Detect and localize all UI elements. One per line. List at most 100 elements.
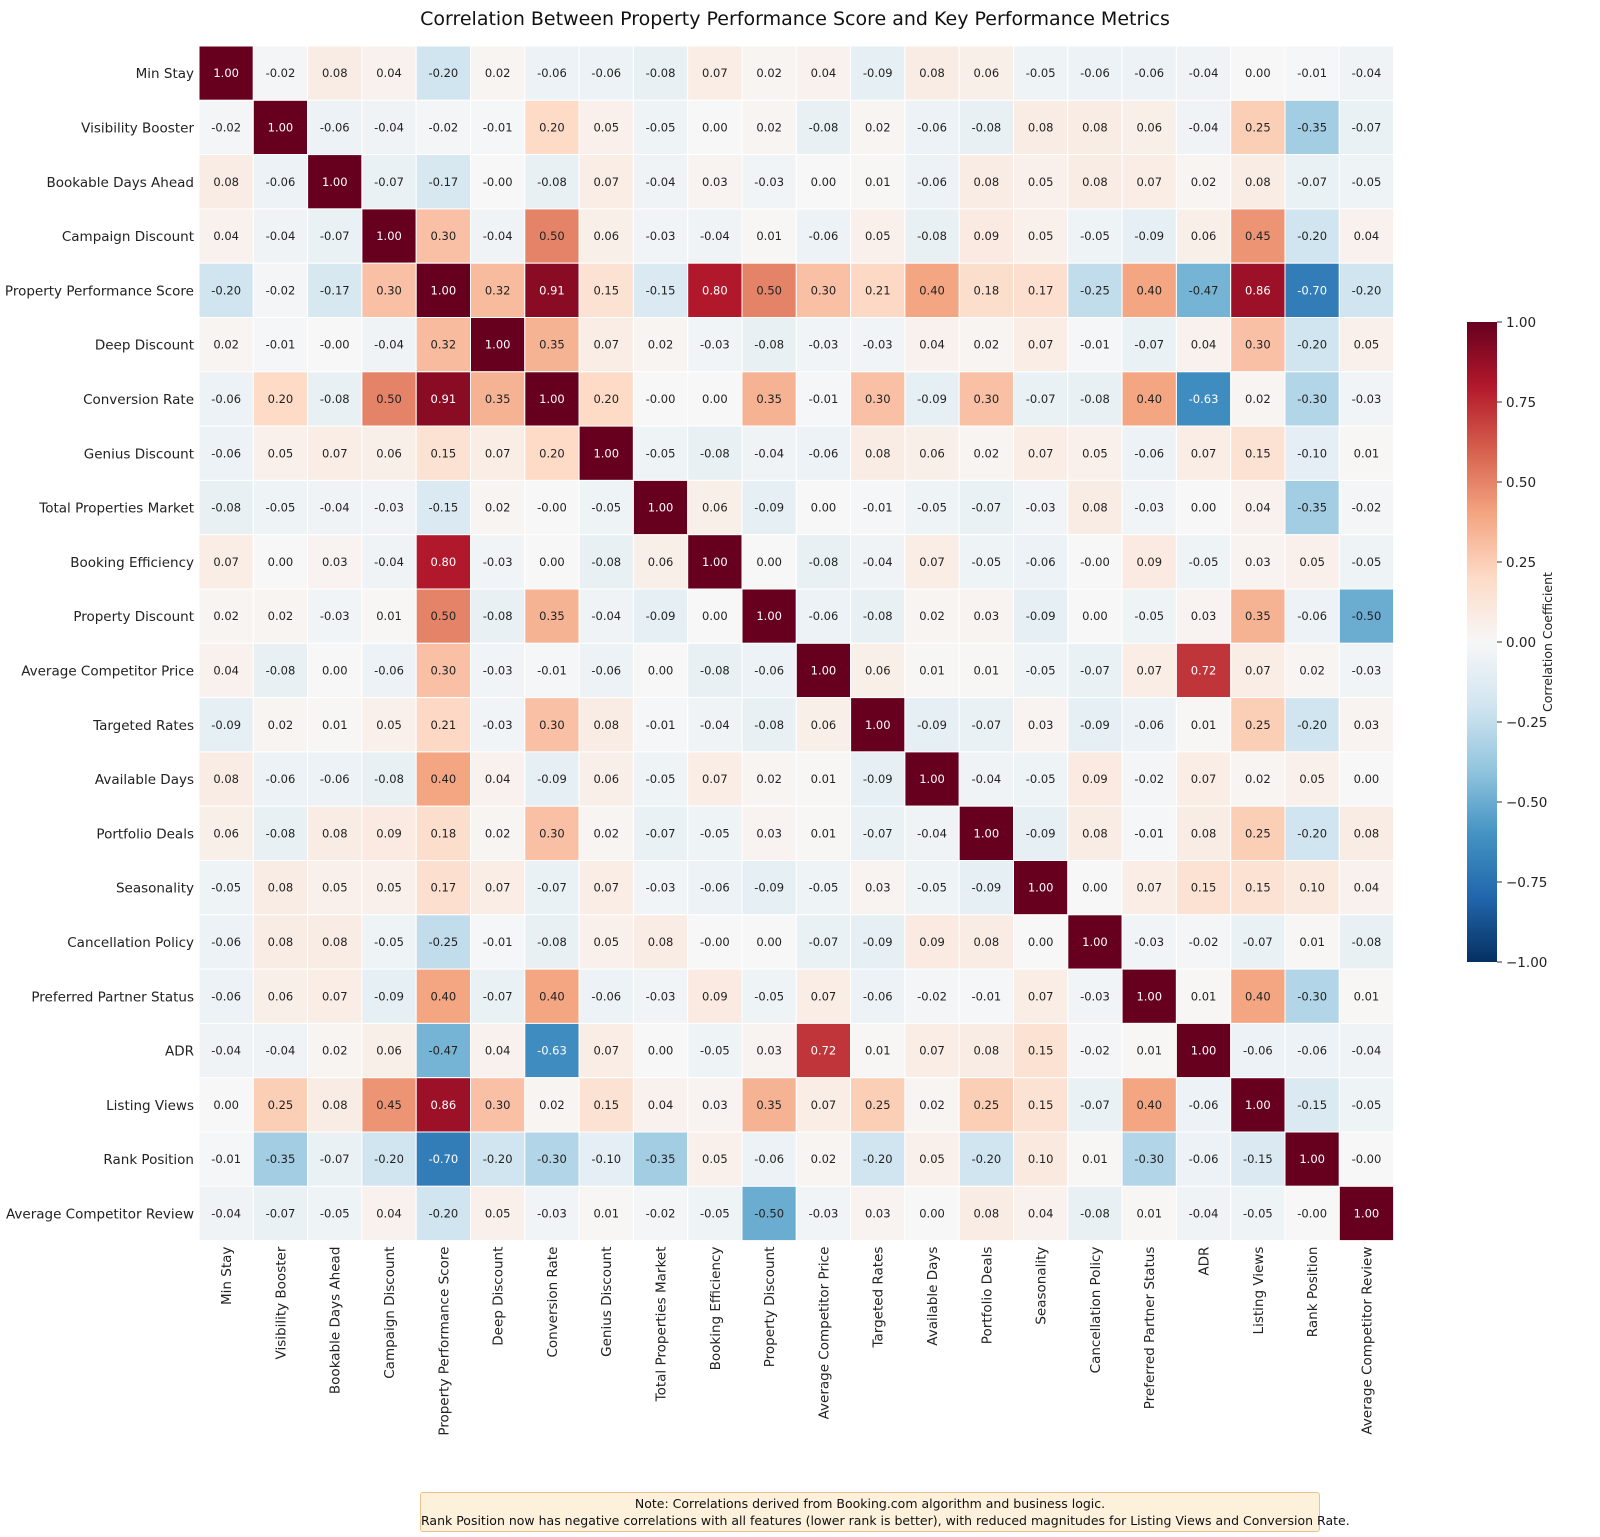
heatmap-cell-label: -0.04 — [1189, 1206, 1219, 1220]
heatmap-cell-label: -0.04 — [917, 826, 947, 840]
heatmap-cell-label: -0.09 — [917, 392, 947, 406]
heatmap-cell-label: 0.00 — [1354, 772, 1380, 786]
y-tick-label: Genius Discount — [84, 446, 194, 462]
heatmap-cell — [741, 371, 797, 427]
heatmap-cell — [578, 642, 634, 699]
heatmap-cell — [307, 317, 363, 373]
y-tick-label: Booking Efficiency — [70, 555, 194, 571]
heatmap-cell — [361, 1077, 417, 1133]
heatmap-cell-label: -0.01 — [863, 501, 893, 515]
heatmap-cell — [1284, 317, 1340, 373]
heatmap-cell — [1013, 642, 1069, 699]
heatmap-cell-label: 0.35 — [1245, 609, 1271, 623]
heatmap-cell-label: -0.00 — [483, 175, 513, 189]
heatmap-cell — [1175, 479, 1232, 536]
heatmap-cell-label: 0.20 — [539, 446, 565, 460]
heatmap-cell — [1338, 534, 1395, 590]
heatmap-cell — [1121, 99, 1177, 156]
heatmap-cell-label: -0.09 — [1134, 229, 1164, 243]
heatmap-cell — [1175, 425, 1232, 481]
colorbar-tick-label: 0.75 — [1506, 395, 1536, 411]
heatmap-cell — [1121, 371, 1177, 427]
heatmap-cell-label: 0.02 — [756, 772, 782, 786]
heatmap-cell-label: -0.06 — [320, 772, 350, 786]
heatmap-cell-label: 0.05 — [376, 881, 402, 895]
heatmap-cell-label: -0.09 — [537, 772, 567, 786]
heatmap-cell-label: 0.20 — [268, 392, 294, 406]
heatmap-cell — [470, 479, 526, 536]
heatmap-cell — [252, 751, 309, 807]
heatmap-cell-label: 0.01 — [322, 718, 348, 732]
heatmap-cell-label: -0.09 — [1080, 718, 1110, 732]
heatmap-cell — [1230, 968, 1286, 1024]
heatmap-cell-label: -0.02 — [266, 66, 296, 80]
heatmap-cell-label: -0.07 — [646, 826, 676, 840]
heatmap-cell — [1284, 860, 1340, 916]
heatmap-cell-label: 0.00 — [1191, 501, 1217, 515]
heatmap-cell-label: 0.07 — [1191, 446, 1217, 460]
heatmap-cell — [1175, 588, 1232, 644]
heatmap-cell — [415, 1185, 472, 1242]
heatmap-cell-label: -0.50 — [754, 1206, 784, 1220]
heatmap-cell-label: -0.06 — [809, 229, 839, 243]
heatmap-cell — [850, 479, 906, 536]
heatmap-cell-label: 0.91 — [431, 392, 457, 406]
heatmap-cell — [470, 805, 526, 862]
heatmap-cell — [632, 588, 689, 644]
heatmap-cell-label: 0.18 — [974, 283, 1000, 297]
heatmap-cell — [1121, 534, 1177, 590]
heatmap-cell-label: 0.04 — [1245, 501, 1271, 515]
x-tick-label: Bookable Days Ahead — [328, 1247, 344, 1394]
y-tick-label: Portfolio Deals — [96, 826, 194, 842]
heatmap-cell-label: 0.45 — [1245, 229, 1271, 243]
heatmap-cell-label: 0.06 — [593, 229, 619, 243]
heatmap-cell-label: -0.07 — [809, 935, 839, 949]
heatmap-cell-label: -0.05 — [646, 772, 676, 786]
heatmap-cell-label: 0.08 — [974, 175, 1000, 189]
heatmap-cell — [632, 425, 689, 481]
colorbar-tick-label: 0.00 — [1506, 635, 1536, 651]
heatmap-cell — [795, 262, 852, 319]
heatmap-cell-label: 0.05 — [702, 1152, 728, 1166]
heatmap-cell-label: 1.00 — [1354, 1206, 1380, 1220]
heatmap-cell-label: 0.03 — [756, 1044, 782, 1058]
heatmap-cell — [1067, 1185, 1123, 1242]
heatmap-cell-label: 0.08 — [268, 881, 294, 895]
heatmap-cell-label: 0.07 — [1028, 989, 1054, 1003]
heatmap-cell — [198, 154, 254, 210]
heatmap-cell-label: -0.03 — [483, 555, 513, 569]
heatmap-cell — [1121, 208, 1177, 264]
heatmap-cell — [470, 968, 526, 1024]
heatmap-cell-label: 1.00 — [865, 718, 891, 732]
heatmap-cell-label: 0.00 — [213, 1098, 239, 1112]
heatmap-cell-label: 0.08 — [213, 175, 239, 189]
heatmap-cell-label: 0.30 — [376, 283, 402, 297]
heatmap-cell — [904, 534, 960, 590]
heatmap-cell — [1121, 479, 1177, 536]
heatmap-cell — [795, 208, 852, 264]
heatmap-cell-label: 0.06 — [593, 772, 619, 786]
heatmap-cell-label: -0.07 — [1243, 935, 1273, 949]
heatmap-cell — [795, 1131, 852, 1187]
heatmap-cell-label: -0.08 — [1080, 392, 1110, 406]
heatmap-cell — [524, 262, 580, 319]
heatmap-cell — [198, 534, 254, 590]
x-tick-label: Cancellation Policy — [1088, 1247, 1104, 1374]
heatmap-cell-label: 0.30 — [1245, 338, 1271, 352]
x-tick-label: Deep Discount — [491, 1247, 507, 1346]
heatmap-cell-label: 1.00 — [1245, 1098, 1271, 1112]
heatmap-cell — [1121, 1077, 1177, 1133]
heatmap-cell-label: -0.04 — [700, 229, 730, 243]
heatmap-cell — [687, 534, 743, 590]
colorbar-tick-label: −0.50 — [1506, 795, 1547, 811]
heatmap-cell-label: 0.18 — [431, 826, 457, 840]
heatmap-cell — [850, 1131, 906, 1187]
heatmap-cell — [850, 371, 906, 427]
colorbar-tick-label: 0.50 — [1506, 475, 1536, 491]
heatmap-cell-label: 0.25 — [1245, 718, 1271, 732]
heatmap-cell-label: 0.03 — [865, 1206, 891, 1220]
heatmap-cell — [524, 425, 580, 481]
heatmap-cell-label: 0.06 — [702, 501, 728, 515]
heatmap-cell — [741, 1185, 797, 1242]
heatmap-cell — [361, 1185, 417, 1242]
